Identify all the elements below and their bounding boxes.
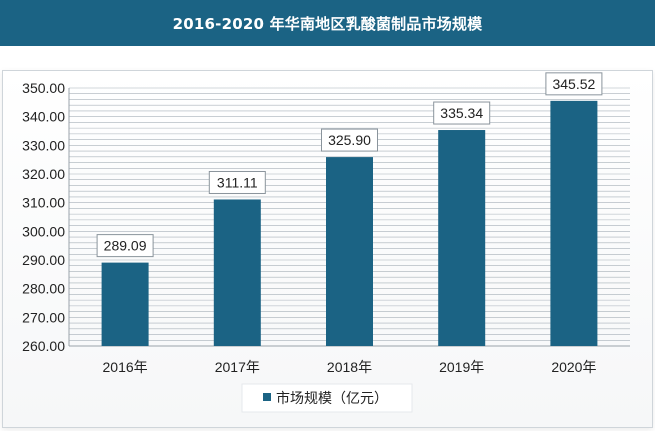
y-tick-label: 310.00 bbox=[22, 195, 65, 211]
data-label-box bbox=[321, 128, 378, 152]
data-labels: 289.09 311.11 325.90 335.34 345.52 bbox=[96, 72, 603, 258]
y-tick-label: 320.00 bbox=[22, 166, 65, 182]
y-tick-label: 290.00 bbox=[22, 252, 65, 268]
data-label: 311.11 bbox=[217, 174, 258, 190]
data-label-box bbox=[208, 170, 266, 194]
data-label-box bbox=[433, 101, 491, 125]
x-tick-label: 2016年 bbox=[103, 359, 148, 375]
chart-title-bar: 2016-2020 年华南地区乳酸菌制品市场规模 bbox=[0, 0, 655, 46]
data-label: 325.90 bbox=[328, 132, 371, 148]
y-tick-label: 340.00 bbox=[22, 109, 65, 125]
bar-layer bbox=[101, 100, 598, 346]
bar bbox=[326, 157, 373, 346]
legend: 市场规模（亿元） bbox=[241, 383, 413, 413]
y-tick-label: 270.00 bbox=[22, 309, 65, 325]
data-label: 289.09 bbox=[104, 238, 147, 254]
bar bbox=[550, 100, 598, 346]
data-label: 345.52 bbox=[552, 76, 595, 92]
x-tick-label: 2018年 bbox=[327, 359, 372, 375]
y-tick-label: 280.00 bbox=[22, 281, 65, 297]
y-tick-label: 330.00 bbox=[22, 137, 65, 153]
x-axis-ticks: 2016年 2017年 2018年 2019年 2020年 bbox=[103, 359, 597, 375]
bar bbox=[438, 130, 486, 346]
data-label-box bbox=[96, 234, 154, 258]
x-tick-label: 2020年 bbox=[551, 359, 596, 375]
legend-label: 市场规模（亿元） bbox=[276, 390, 388, 407]
bar bbox=[213, 199, 261, 346]
y-tick-label: 350.00 bbox=[22, 80, 65, 96]
y-tick-label: 300.00 bbox=[22, 223, 65, 239]
x-tick-label: 2017年 bbox=[215, 359, 260, 375]
data-label: 335.34 bbox=[440, 105, 483, 121]
x-tick-label: 2019年 bbox=[439, 359, 484, 375]
data-label-box bbox=[545, 72, 603, 96]
y-axis-ticks: 260.00 270.00 280.00 290.00 300.00 310.00 320.… bbox=[22, 80, 65, 354]
y-tick-label: 260.00 bbox=[22, 338, 65, 354]
bar bbox=[101, 262, 149, 346]
legend-swatch bbox=[263, 393, 271, 401]
chart-title: 2016-2020 年华南地区乳酸菌制品市场规模 bbox=[172, 14, 483, 33]
